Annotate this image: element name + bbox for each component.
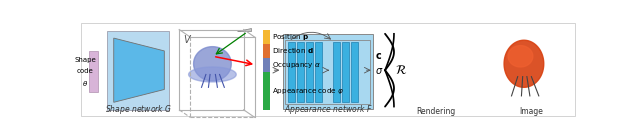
Bar bbox=[89, 51, 98, 92]
Bar bbox=[262, 72, 270, 110]
Bar bbox=[297, 42, 304, 102]
Text: Shape network $G$: Shape network $G$ bbox=[105, 103, 172, 116]
Text: Rendering: Rendering bbox=[417, 107, 456, 116]
Text: Appearance network $F$: Appearance network $F$ bbox=[284, 103, 372, 116]
Text: Occupancy $\alpha$: Occupancy $\alpha$ bbox=[272, 60, 321, 70]
Bar bbox=[306, 42, 313, 102]
Text: Direction $\mathbf{d}$: Direction $\mathbf{d}$ bbox=[272, 46, 314, 55]
Text: $\mathbf{c}$: $\mathbf{c}$ bbox=[375, 51, 382, 61]
Text: code: code bbox=[77, 68, 93, 74]
Polygon shape bbox=[504, 40, 544, 87]
Bar bbox=[284, 34, 372, 109]
Polygon shape bbox=[237, 28, 251, 31]
Bar bbox=[81, 23, 575, 116]
Polygon shape bbox=[193, 47, 231, 81]
Text: Position $\mathbf{p}$: Position $\mathbf{p}$ bbox=[272, 32, 310, 42]
Text: Shape: Shape bbox=[74, 57, 96, 63]
Polygon shape bbox=[508, 46, 533, 67]
Text: Appearance code $\varphi$: Appearance code $\varphi$ bbox=[272, 86, 344, 96]
Bar bbox=[262, 30, 270, 44]
Bar bbox=[351, 42, 358, 102]
Bar bbox=[262, 44, 270, 58]
Polygon shape bbox=[114, 38, 164, 102]
Bar bbox=[333, 42, 340, 102]
Text: $V$: $V$ bbox=[183, 33, 193, 45]
Bar bbox=[285, 40, 370, 104]
Text: $\sigma$: $\sigma$ bbox=[375, 66, 383, 76]
Polygon shape bbox=[189, 67, 236, 82]
Bar bbox=[262, 58, 270, 72]
Bar bbox=[315, 42, 322, 102]
Text: $\theta$: $\theta$ bbox=[82, 79, 88, 88]
Bar bbox=[108, 31, 169, 110]
Bar bbox=[288, 42, 295, 102]
Bar bbox=[342, 42, 349, 102]
Text: $\mathcal{R}$: $\mathcal{R}$ bbox=[396, 64, 408, 77]
Text: Image: Image bbox=[520, 107, 543, 116]
